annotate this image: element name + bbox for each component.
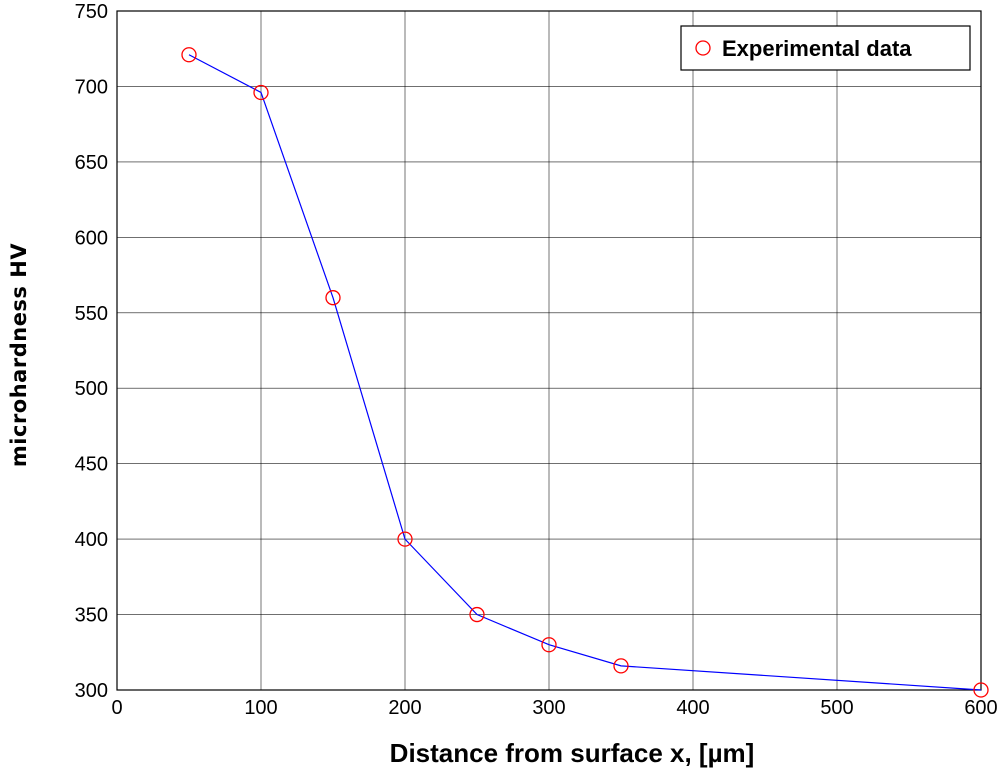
y-tick-label: 400: [75, 529, 108, 551]
x-tick-label: 400: [676, 697, 709, 719]
data-point: [469, 606, 485, 623]
grid: [116, 10, 982, 691]
legend-box: [680, 25, 971, 71]
tick-labels: 0 100 200 300 400 500 600 300 350 400 450 500 550 600…: [75, 1, 998, 719]
series-line: [188, 54, 982, 691]
x-tick-label: 200: [388, 697, 421, 719]
x-tick-label: 0: [111, 697, 122, 719]
data-point: [253, 84, 269, 101]
x-axis-label: Distance from surface x, [µm]: [390, 738, 755, 768]
y-tick-label: 650: [75, 152, 108, 174]
y-tick-label: 500: [75, 378, 108, 400]
series-experimental-data: [181, 47, 989, 698]
data-point: [181, 47, 197, 63]
y-tick-label: 700: [75, 76, 108, 98]
data-point: [541, 637, 557, 653]
y-tick-label: 550: [75, 303, 108, 325]
y-tick-label: 450: [75, 454, 108, 476]
legend-marker-circle: [695, 40, 711, 56]
legend-entry: Experimental data: [722, 36, 912, 61]
y-tick-label: 600: [75, 227, 108, 249]
plot-area: [116, 10, 982, 691]
x-tick-label: 300: [532, 697, 565, 719]
data-point: [973, 682, 989, 698]
data-point: [325, 290, 341, 306]
x-tick-label: 500: [820, 697, 853, 719]
y-tick-label: 750: [75, 1, 108, 23]
x-tick-label: 100: [244, 697, 277, 719]
y-axis-label: microhardness HV: [7, 243, 31, 467]
data-point: [613, 658, 629, 674]
x-tick-label: 600: [964, 697, 997, 719]
data-point: [397, 531, 413, 547]
y-tick-label: 350: [75, 605, 108, 627]
legend: Experimental data: [680, 25, 971, 71]
y-tick-label: 300: [75, 680, 108, 702]
